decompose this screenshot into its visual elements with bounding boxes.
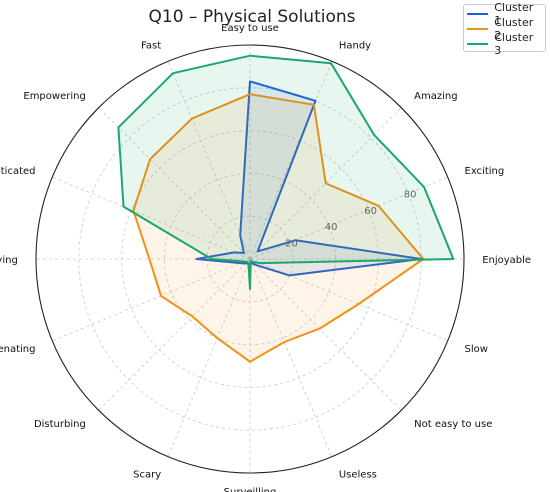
axis-label: Scary [133, 470, 161, 481]
axis-label: Disturbing [34, 419, 86, 430]
legend-swatch [467, 27, 489, 30]
legend-label: Cluster 3 [494, 30, 534, 57]
radial-tick-label: 20 [285, 239, 298, 250]
axis-label: Amazing [414, 91, 457, 102]
legend-item-cluster-1: Cluster 1 [467, 1, 542, 27]
radial-tick-label: 80 [404, 189, 417, 200]
axis-label: Handy [339, 40, 371, 51]
axis-label: Useless [339, 470, 377, 481]
axis-label: Annoying [0, 255, 18, 266]
legend-label: Cluster 1 [494, 0, 534, 27]
grid-ring [163, 172, 336, 345]
radial-tick-labels: 20 40 60 80 [285, 189, 416, 249]
series-fill-1 [196, 81, 422, 276]
axis-label: Exciting [465, 166, 505, 177]
grid-ring [121, 130, 379, 388]
chart-title: Q10 – Physical Solutions [149, 7, 356, 27]
axis-label: Not easy to use [414, 419, 492, 430]
radial-tick-label: 60 [364, 206, 377, 217]
legend-swatch [467, 42, 489, 45]
axis-labels: Easy to use Handy Amazing Exciting Enjoyable… [0, 23, 531, 492]
series-line-3 [117, 54, 455, 290]
legend-item-cluster-3: Cluster 3 [467, 31, 542, 57]
axis-label: Surveilling [224, 487, 277, 492]
series-line-2 [132, 93, 425, 363]
axis-label: Fast [141, 40, 161, 51]
axis-label: Empowering [23, 91, 85, 102]
outer-ring [35, 44, 465, 474]
axis-label: Sophisticated [0, 166, 35, 177]
series-fill-2 [133, 94, 424, 362]
axis-label: Alienating [0, 344, 35, 355]
axis-label: Enjoyable [482, 255, 531, 266]
radial-tick-label: 40 [325, 222, 338, 233]
series-fill-3 [118, 55, 454, 290]
grid-ring [206, 215, 294, 303]
legend-swatch [467, 12, 489, 15]
axis-label: Easy to use [221, 23, 279, 34]
legend: Cluster 1 Cluster 2 Cluster 3 [463, 1, 546, 57]
radar-series [117, 54, 455, 363]
axis-label: Slow [465, 344, 488, 355]
legend-label: Cluster 2 [494, 15, 534, 42]
legend-item-cluster-2: Cluster 2 [467, 16, 542, 42]
